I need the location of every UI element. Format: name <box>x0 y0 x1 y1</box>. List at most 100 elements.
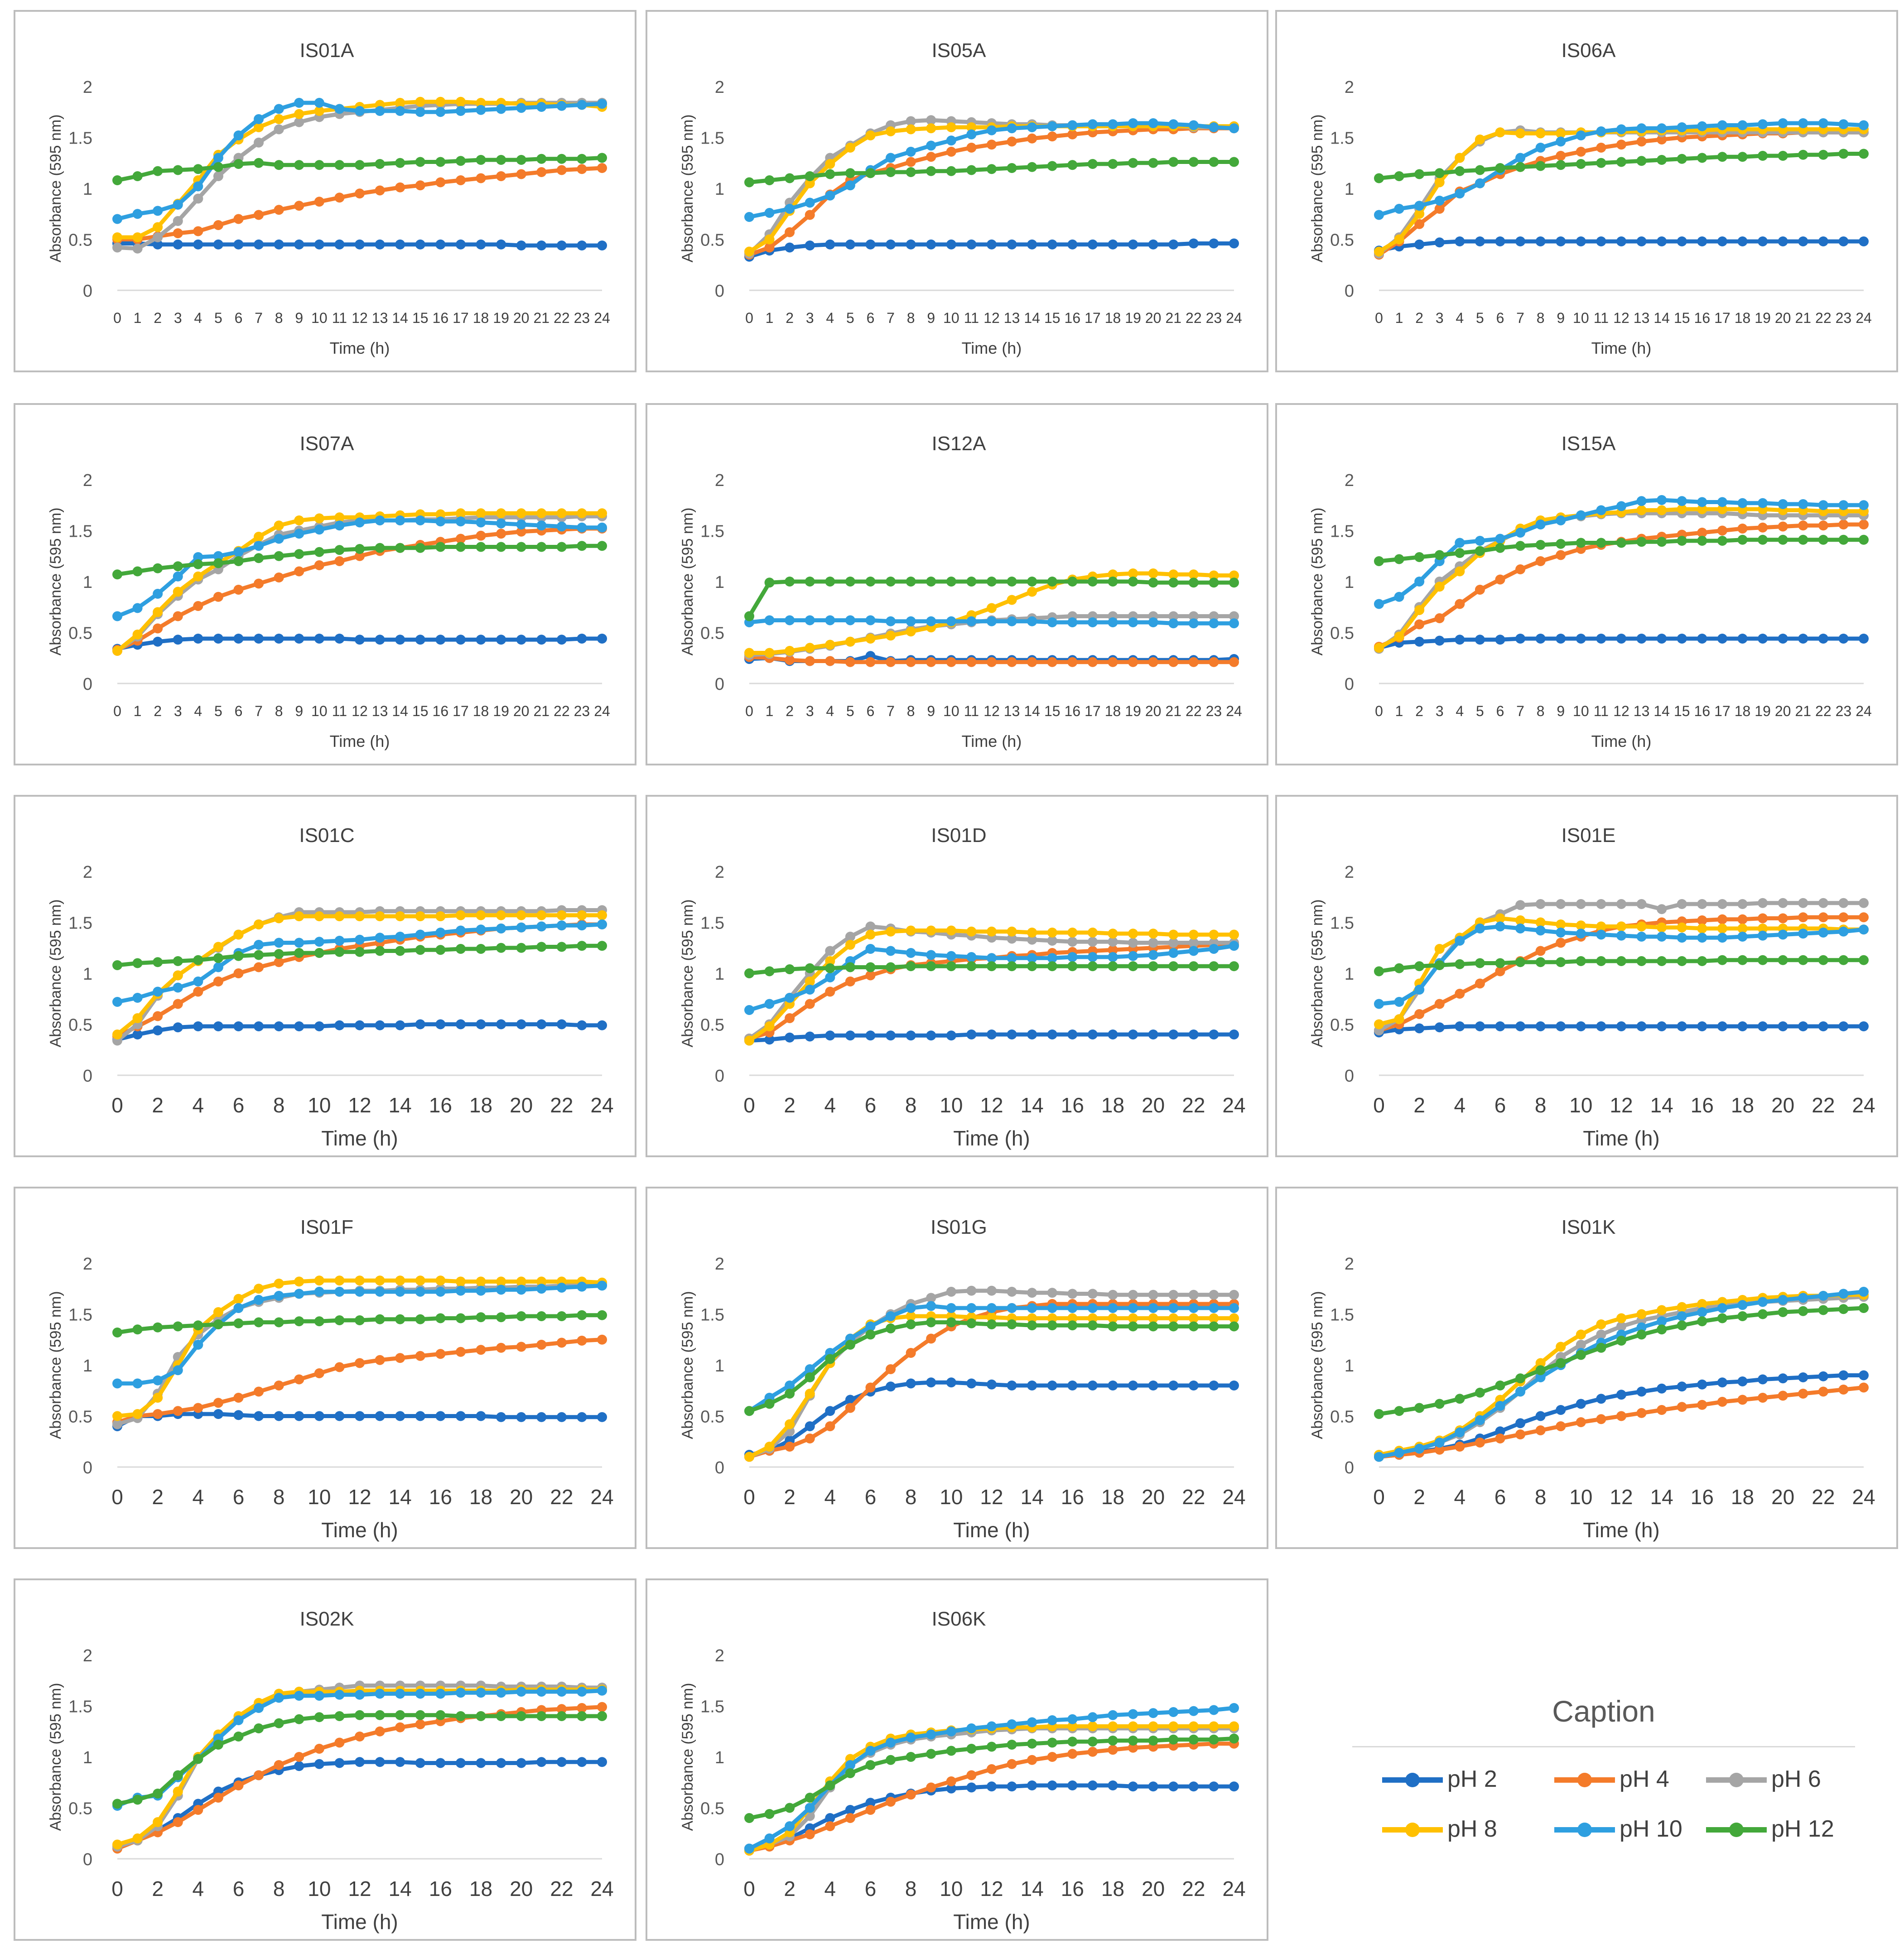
x-tick-label: 3 <box>806 310 814 326</box>
data-point <box>946 616 956 626</box>
chart-panel: IS01G 0 0.5 1 1.5 2 Absorbance (595 nm) 0 2 4 6 8 10… <box>646 1187 1268 1549</box>
data-point <box>415 1019 425 1030</box>
chart-title: IS01C <box>299 824 354 847</box>
data-point <box>1414 219 1425 229</box>
x-tick-label: 14 <box>1653 310 1670 326</box>
data-point <box>906 577 916 587</box>
data-point <box>173 1786 183 1797</box>
data-point <box>1209 1381 1219 1390</box>
data-point <box>496 1711 506 1721</box>
x-tick-label: 0 <box>111 1877 123 1900</box>
data-point <box>274 634 284 644</box>
data-point <box>556 241 567 250</box>
x-tick-label: 6 <box>865 1093 877 1117</box>
series-ph-12 <box>112 541 607 580</box>
data-point <box>1168 1313 1179 1323</box>
series-ph-4 <box>112 163 607 245</box>
data-point <box>294 634 304 644</box>
data-point <box>274 1760 284 1770</box>
data-point <box>946 951 956 961</box>
x-tick-label: 10 <box>311 703 328 719</box>
x-tick-label: 18 <box>1105 703 1121 719</box>
data-point <box>254 1770 264 1780</box>
data-point <box>132 243 143 254</box>
data-point <box>1475 236 1485 246</box>
x-tick-label: 3 <box>1436 310 1444 326</box>
data-point <box>233 929 244 940</box>
data-point <box>597 1310 607 1320</box>
data-point <box>233 239 244 250</box>
series-ph-8 <box>112 1275 607 1421</box>
series-ph-12 <box>744 1733 1239 1823</box>
data-point <box>1778 499 1788 509</box>
data-point <box>455 156 466 166</box>
data-point <box>744 1406 754 1416</box>
x-tick-label: 6 <box>1494 1093 1506 1117</box>
data-point <box>966 1723 977 1733</box>
x-tick-label: 7 <box>1516 703 1524 719</box>
data-point <box>536 635 547 645</box>
data-point <box>1677 1021 1687 1031</box>
data-point <box>1108 239 1118 250</box>
data-point <box>1596 1414 1606 1424</box>
data-point <box>1229 238 1239 249</box>
y-tick-label: 1 <box>1345 1357 1354 1376</box>
data-point <box>1859 1287 1869 1297</box>
series-ph-12 <box>112 153 607 185</box>
data-point <box>597 919 607 929</box>
data-point <box>1737 1311 1748 1321</box>
x-tick-label: 0 <box>743 1485 755 1509</box>
data-point <box>1515 1418 1526 1429</box>
data-point <box>476 1758 486 1768</box>
data-point <box>1798 928 1808 939</box>
data-point <box>845 577 855 587</box>
data-point <box>966 165 977 175</box>
data-point <box>112 997 122 1007</box>
data-point <box>886 1311 896 1321</box>
data-point <box>213 977 223 986</box>
data-point <box>153 206 163 216</box>
data-point <box>1209 657 1219 667</box>
data-point <box>496 171 506 181</box>
x-tick-label: 20 <box>1142 1877 1165 1900</box>
data-point <box>355 1411 365 1421</box>
data-point <box>1455 236 1465 246</box>
chart-panel: IS15A 0 0.5 1 1.5 2 Absorbance (595 nm) 0 1 2 3 4 5 6… <box>1275 403 1898 765</box>
data-point <box>744 1813 754 1823</box>
data-point <box>132 232 143 242</box>
data-point <box>536 1284 547 1294</box>
y-tick-label: 0 <box>715 1850 724 1869</box>
y-tick-label: 1 <box>715 573 724 592</box>
data-point <box>516 1311 526 1321</box>
legend-marker <box>1577 1823 1592 1837</box>
data-point <box>597 1412 607 1422</box>
data-point <box>355 934 365 945</box>
data-point <box>1047 1320 1057 1331</box>
data-point <box>294 201 304 211</box>
data-point <box>926 1293 936 1303</box>
series-ph-12 <box>744 577 1239 621</box>
data-point <box>1495 921 1505 932</box>
data-point <box>1697 1379 1707 1390</box>
data-point <box>946 1746 956 1756</box>
data-point <box>496 1019 506 1030</box>
data-point <box>785 577 795 587</box>
data-point <box>1798 534 1808 545</box>
data-point <box>1737 1300 1748 1310</box>
data-point <box>1047 161 1057 171</box>
data-point <box>886 1737 896 1748</box>
data-point <box>1087 617 1098 627</box>
data-point <box>455 1313 466 1323</box>
data-point <box>112 232 122 242</box>
data-point <box>1148 1303 1158 1313</box>
data-point <box>1007 657 1017 667</box>
data-point <box>213 1021 223 1031</box>
series-ph-2 <box>112 238 607 250</box>
x-tick-label: 13 <box>372 310 388 326</box>
data-point <box>233 1303 244 1313</box>
data-point <box>1414 1403 1425 1413</box>
data-point <box>1616 501 1626 511</box>
x-tick-label: 15 <box>1044 703 1060 719</box>
